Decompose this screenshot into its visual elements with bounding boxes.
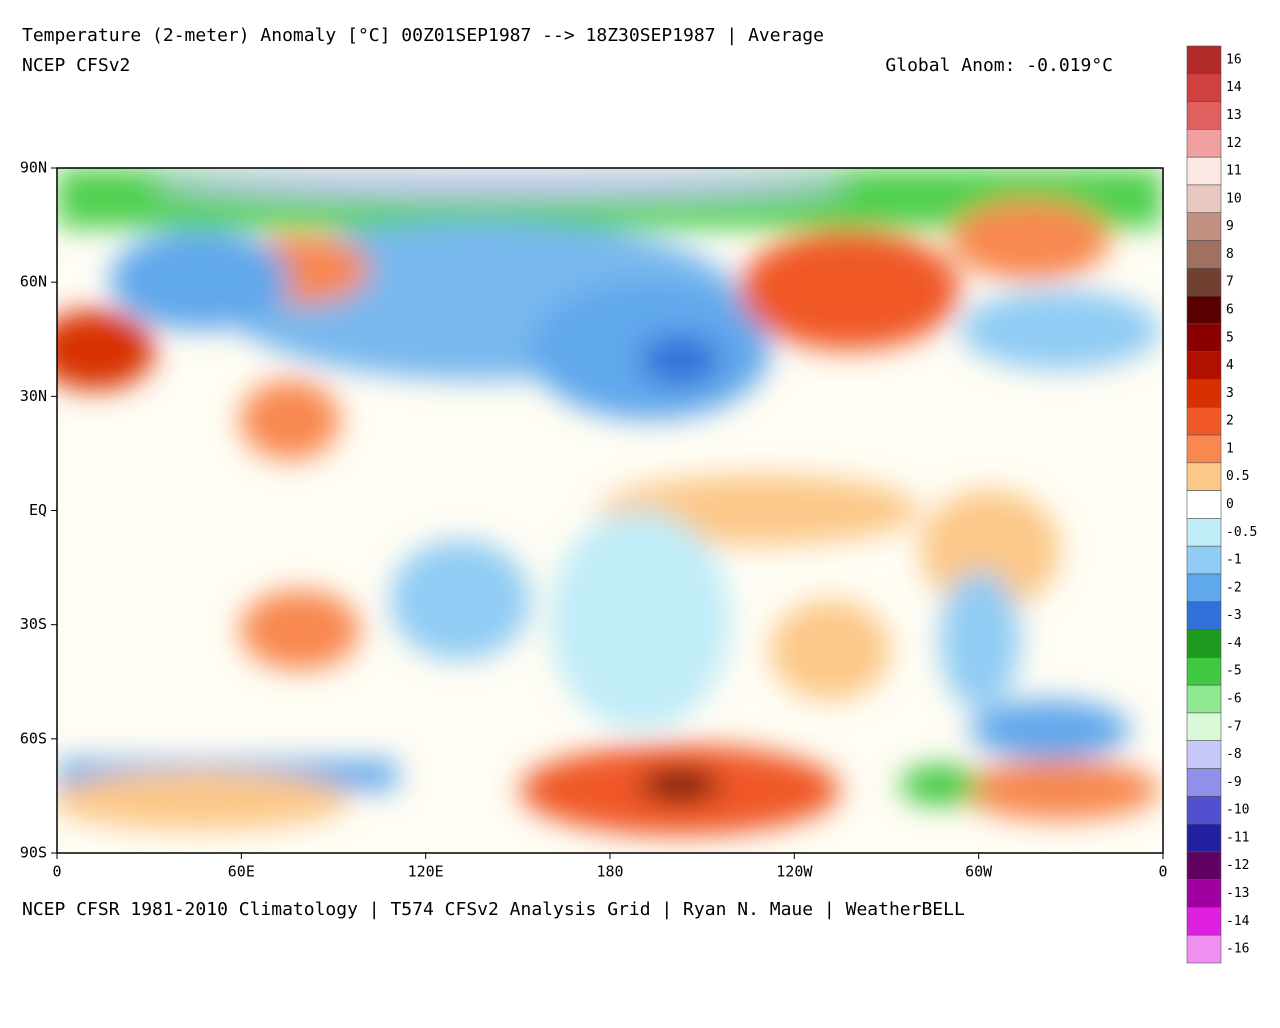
anomaly-map (57, 168, 1163, 853)
legend-swatch (1186, 73, 1222, 102)
legend-swatch (1186, 184, 1222, 214)
legend-label: -14 (1226, 914, 1250, 929)
legend-swatch (1186, 823, 1222, 853)
footer: NCEP CFSR 1981-2010 Climatology | T574 C… (22, 899, 965, 920)
lon-label: 180 (596, 863, 623, 881)
legend-label: -5 (1226, 664, 1242, 679)
legend-swatch (1186, 768, 1222, 797)
legend-swatch (1186, 406, 1222, 436)
legend-swatch (1186, 545, 1222, 575)
legend-label: 5 (1226, 330, 1234, 345)
legend-swatch (1186, 573, 1222, 603)
legend-swatch (1186, 657, 1222, 686)
legend-swatch (1186, 351, 1222, 380)
legend-label: 8 (1226, 247, 1234, 262)
legend-label: 11 (1226, 164, 1242, 179)
legend-swatch (1186, 712, 1222, 741)
model-label: NCEP CFSv2 (22, 55, 130, 76)
legend-label: -9 (1226, 775, 1242, 790)
legend-label: -3 (1226, 608, 1242, 623)
legend-swatch (1186, 684, 1222, 714)
legend-swatch (1186, 934, 1222, 964)
global-anomaly: Global Anom: -0.019°C (885, 55, 1113, 76)
lon-label: 60W (965, 863, 993, 881)
legend-label: 9 (1226, 219, 1234, 234)
legend-label: -7 (1226, 719, 1242, 734)
legend-swatch (1186, 740, 1222, 769)
legend-swatch (1186, 129, 1222, 158)
legend-label: 0 (1226, 497, 1234, 512)
legend-swatch (1186, 323, 1222, 352)
legend-swatch (1186, 462, 1222, 491)
legend-label: -11 (1226, 830, 1249, 845)
legend-label: 14 (1226, 80, 1242, 95)
lat-label: 90S (20, 844, 47, 862)
legend-swatch (1186, 295, 1222, 325)
legend-label: -0.5 (1226, 525, 1257, 540)
lon-label: 120W (776, 863, 813, 881)
legend-label: 12 (1226, 136, 1242, 151)
legend-label: 0.5 (1226, 469, 1249, 484)
legend-label: 7 (1226, 275, 1234, 290)
legend-swatch (1186, 795, 1222, 825)
title: Temperature (2-meter) Anomaly [°C] 00Z01… (22, 25, 824, 46)
legend-label: -8 (1226, 747, 1242, 762)
legend-swatch (1186, 629, 1222, 658)
lon-label: 120E (408, 863, 444, 881)
lat-label: 30N (20, 387, 47, 405)
legend-swatch (1186, 907, 1222, 936)
legend-swatch (1186, 518, 1222, 547)
legend-swatch (1186, 379, 1222, 408)
legend-label: 13 (1226, 108, 1242, 123)
legend-swatch (1186, 156, 1222, 186)
legend-swatch (1186, 240, 1222, 269)
legend-swatch (1186, 601, 1222, 630)
legend-label: -2 (1226, 580, 1242, 595)
legend-swatch (1186, 490, 1222, 519)
legend-label: 6 (1226, 302, 1234, 317)
legend-label: 3 (1226, 386, 1234, 401)
legend-label: -16 (1226, 942, 1249, 957)
legend-swatch (1186, 268, 1222, 297)
legend-label: -4 (1226, 636, 1242, 651)
legend-swatch (1186, 851, 1222, 880)
lat-label: 30S (20, 615, 47, 633)
lon-label: 0 (52, 863, 61, 881)
legend-label: 16 (1226, 52, 1242, 67)
legend-label: -12 (1226, 858, 1249, 873)
lat-label: EQ (29, 501, 47, 519)
legend-swatch (1186, 434, 1222, 464)
legend-label: 1 (1226, 441, 1234, 456)
lon-label: 60E (228, 863, 255, 881)
lat-label: 60N (20, 273, 47, 291)
legend-label: 4 (1226, 358, 1234, 373)
legend-label: -6 (1226, 692, 1242, 707)
legend-label: -1 (1226, 553, 1242, 568)
legend-swatch (1186, 45, 1222, 75)
legend-label: -10 (1226, 803, 1249, 818)
lat-label: 90N (20, 159, 47, 177)
legend-label: 2 (1226, 414, 1234, 429)
legend-label: -13 (1226, 886, 1249, 901)
legend-swatch (1186, 212, 1222, 241)
lon-label: 0 (1158, 863, 1167, 881)
legend-label: 10 (1226, 191, 1242, 206)
lat-label: 60S (20, 729, 47, 747)
legend-swatch (1186, 879, 1222, 908)
legend-swatch (1186, 101, 1222, 130)
